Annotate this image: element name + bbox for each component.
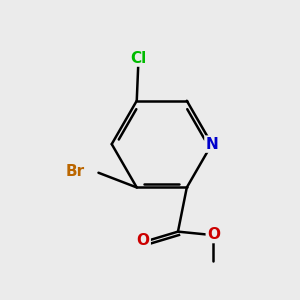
- Text: Cl: Cl: [130, 51, 146, 66]
- Text: Br: Br: [66, 164, 85, 179]
- Text: N: N: [206, 136, 218, 152]
- Text: O: O: [137, 233, 150, 248]
- Text: O: O: [207, 227, 220, 242]
